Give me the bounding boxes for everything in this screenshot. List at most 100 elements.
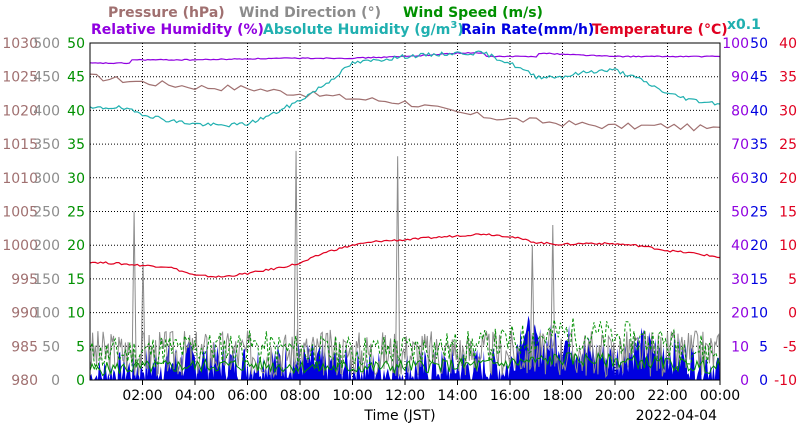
rain-rate-tick-label: 35	[750, 137, 768, 153]
wind-speed-tick-label: 20	[67, 238, 85, 254]
wind-direction-spike	[293, 150, 299, 367]
rain-rate-tick-label: 5	[759, 339, 768, 355]
pressure-tick-label: 1010	[2, 171, 38, 187]
wind-direction-tick-label: 500	[33, 36, 60, 52]
pressure-tick-label: 985	[11, 339, 38, 355]
temperature-tick-label: 15	[779, 205, 797, 221]
rain-rate-tick-label: 30	[750, 171, 768, 187]
rh-tick-label: 70	[731, 137, 749, 153]
x-tick-label: 02:00	[122, 388, 162, 404]
temperature-tick-label: 25	[779, 137, 797, 153]
rain-rate-tick-label: 15	[750, 272, 768, 288]
rain-rate-tick-label: 50	[750, 36, 768, 52]
legend-absolute-humidity-close: )	[457, 22, 463, 38]
wind-direction-series	[89, 329, 721, 379]
x-tick-label: 22:00	[647, 388, 687, 404]
x-tick-label: 00:00	[700, 388, 740, 404]
wind-speed-series	[89, 351, 721, 377]
legend-absolute-humidity-sup: 3	[450, 20, 457, 31]
legend-relative-humidity: Relative Humidity (%)	[91, 22, 264, 38]
rh-tick-label: 0	[740, 373, 749, 389]
pressure-series	[89, 73, 721, 132]
pressure-tick-label: 1020	[2, 103, 38, 119]
rain-rate-tick-label: 25	[750, 205, 768, 221]
temperature-tick-label: -10	[774, 373, 797, 389]
temperature-tick-label: 5	[788, 272, 797, 288]
rain-rate-tick-label: 10	[750, 306, 768, 322]
rh-series	[89, 51, 721, 65]
rain-rate-tick-label: 0	[759, 373, 768, 389]
pressure-tick-label: 1000	[2, 238, 38, 254]
wind-direction-spike	[550, 224, 556, 367]
axis-tick-labels: 1030102510201015101010051000995990985980…	[2, 36, 797, 404]
wind-speed-gust-series	[89, 317, 721, 371]
pressure-tick-label: 990	[11, 306, 38, 322]
x-tick-label: 04:00	[175, 388, 215, 404]
x-tick-label: 20:00	[595, 388, 635, 404]
wind-direction-tick-label: 450	[33, 70, 60, 86]
x-tick-label: 08:00	[280, 388, 320, 404]
wind-direction-spike	[395, 156, 401, 367]
temperature-tick-label: 20	[779, 171, 797, 187]
legend-scale-note: x0.1	[727, 17, 761, 33]
pressure-tick-label: 1025	[2, 70, 38, 86]
wind-direction-tick-label: 350	[33, 137, 60, 153]
temp-series	[89, 233, 721, 278]
legend-absolute-humidity-text: Absolute Humidity (g/m	[263, 22, 450, 38]
legend-pressure: Pressure (hPa)	[108, 5, 225, 21]
wind-speed-tick-label: 5	[76, 339, 85, 355]
rain-rate-tick-label: 20	[750, 238, 768, 254]
wind-direction-tick-label: 200	[33, 238, 60, 254]
temperature-tick-label: 10	[779, 238, 797, 254]
legend-absolute-humidity: Absolute Humidity (g/m3)	[263, 20, 464, 38]
wind-speed-tick-label: 30	[67, 171, 85, 187]
plot-frame	[89, 42, 721, 381]
legend-temperature: Temperature (°C)	[592, 22, 728, 38]
x-tick-label: 16:00	[490, 388, 530, 404]
x-tick-label: 18:00	[542, 388, 582, 404]
pressure-tick-label: 1005	[2, 205, 38, 221]
grid	[90, 43, 720, 380]
wind-direction-spike	[140, 262, 146, 367]
temperature-tick-label: 30	[779, 103, 797, 119]
rh-tick-label: 90	[731, 70, 749, 86]
pressure-tick-label: 995	[11, 272, 38, 288]
wind-speed-tick-label: 10	[67, 306, 85, 322]
rh-tick-label: 30	[731, 272, 749, 288]
pressure-tick-label: 1030	[2, 36, 38, 52]
x-tick-label: 14:00	[437, 388, 477, 404]
temperature-tick-label: 35	[779, 70, 797, 86]
temperature-tick-label: 40	[779, 36, 797, 52]
rh-tick-label: 100	[722, 36, 749, 52]
legend-wind-direction: Wind Direction (°)	[239, 5, 381, 21]
series-lines	[89, 50, 721, 379]
wind-speed-tick-label: 50	[67, 36, 85, 52]
rain-rate-tick-label: 40	[750, 103, 768, 119]
wind-direction-tick-label: 250	[33, 205, 60, 221]
legend-wind-speed: Wind Speed (m/s)	[403, 5, 543, 21]
rh-tick-label: 80	[731, 103, 749, 119]
wind-direction-tick-label: 100	[33, 306, 60, 322]
rh-tick-label: 20	[731, 306, 749, 322]
wind-speed-tick-label: 25	[67, 205, 85, 221]
wind-speed-tick-label: 15	[67, 272, 85, 288]
wind-speed-tick-label: 40	[67, 103, 85, 119]
wind-direction-spike	[131, 211, 137, 367]
wind-direction-tick-label: 300	[33, 171, 60, 187]
pressure-tick-label: 1015	[2, 137, 38, 153]
date-label: 2022-04-04	[636, 408, 717, 424]
pressure-tick-label: 980	[11, 373, 38, 389]
wind-speed-tick-label: 35	[67, 137, 85, 153]
rh-tick-label: 10	[731, 339, 749, 355]
x-tick-label: 12:00	[385, 388, 425, 404]
x-tick-label: 06:00	[227, 388, 267, 404]
abs-series	[89, 50, 721, 128]
wind-speed-tick-label: 0	[76, 373, 85, 389]
wind-direction-tick-label: 0	[51, 373, 60, 389]
wind-speed-tick-label: 45	[67, 70, 85, 86]
wind-direction-spike	[529, 245, 535, 367]
x-tick-label: 10:00	[332, 388, 372, 404]
rh-tick-label: 40	[731, 238, 749, 254]
rain-rate-tick-label: 45	[750, 70, 768, 86]
